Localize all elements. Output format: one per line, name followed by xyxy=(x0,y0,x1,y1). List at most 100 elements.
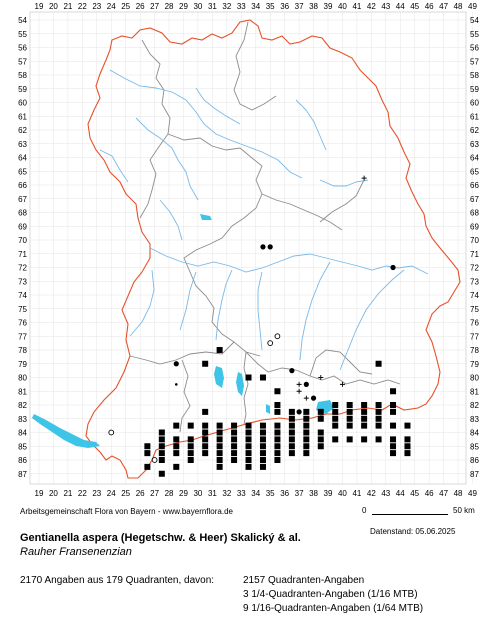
record-small-dot xyxy=(174,383,178,386)
record-square xyxy=(375,408,382,415)
x-axis-bottom: 19 20 21 22 23 24 25 26 27 28 29 30 31 32 33 34 35 36 37 38… xyxy=(35,489,478,498)
lake-ammersee xyxy=(214,366,224,388)
x-tick-label: 25 xyxy=(121,489,130,498)
record-square xyxy=(303,436,310,443)
record-square xyxy=(274,422,281,429)
y-tick-label: 74 xyxy=(18,291,27,300)
record-square xyxy=(274,436,281,443)
record-square xyxy=(173,463,180,470)
y-tick-label: 85 xyxy=(18,442,27,451)
record-square xyxy=(288,408,295,415)
record-square xyxy=(303,408,310,415)
record-square xyxy=(346,408,353,415)
record-plus xyxy=(303,395,309,401)
record-square xyxy=(404,436,411,443)
y-tick-label: 75 xyxy=(18,305,27,314)
map-border xyxy=(29,11,467,485)
y-tick-label: 68 xyxy=(470,209,479,218)
rivers xyxy=(99,69,429,371)
x-tick-label: 37 xyxy=(295,489,304,498)
record-square xyxy=(245,463,252,470)
species-common-name: Rauher Fransenenzian xyxy=(20,546,132,558)
record-square xyxy=(202,408,209,415)
x-tick-label: 27 xyxy=(150,2,159,11)
record-square xyxy=(245,436,252,443)
records-sixteenth-quadrant: 9 1/16-Quadranten-Angaben (1/64 MTB) xyxy=(243,603,424,614)
record-square xyxy=(332,436,339,443)
y-tick-label: 76 xyxy=(18,319,27,328)
y-tick-label: 75 xyxy=(470,305,479,314)
y-tick-label: 83 xyxy=(470,415,479,424)
record-square xyxy=(390,402,397,408)
record-square xyxy=(216,347,223,353)
x-tick-label: 41 xyxy=(352,2,361,11)
x-tick-label: 38 xyxy=(309,2,318,11)
x-tick-label: 29 xyxy=(179,2,188,11)
y-tick-label: 83 xyxy=(18,415,27,424)
y-tick-label: 62 xyxy=(470,126,479,135)
x-tick-label: 41 xyxy=(352,489,361,498)
record-square xyxy=(390,408,397,415)
record-square xyxy=(259,457,266,463)
record-square xyxy=(187,422,194,429)
record-square xyxy=(216,450,223,457)
y-tick-label: 69 xyxy=(470,222,479,231)
x-tick-label: 30 xyxy=(193,2,202,11)
record-square xyxy=(317,436,324,443)
record-square xyxy=(375,422,382,429)
y-tick-label: 54 xyxy=(470,16,479,25)
record-square xyxy=(274,443,281,450)
record-open-circle xyxy=(274,333,281,340)
x-tick-label: 42 xyxy=(367,489,376,498)
record-square xyxy=(288,422,295,429)
record-square xyxy=(245,450,252,457)
record-plus xyxy=(361,175,367,181)
record-square xyxy=(202,436,209,443)
record-square xyxy=(404,422,411,429)
record-square xyxy=(202,422,209,429)
record-square xyxy=(375,415,382,422)
x-tick-label: 21 xyxy=(63,489,72,498)
record-square xyxy=(216,429,223,436)
x-tick-label: 47 xyxy=(439,2,448,11)
record-square xyxy=(144,443,151,450)
record-square xyxy=(245,443,252,450)
y-tick-label: 63 xyxy=(18,140,27,149)
data-date: Datenstand: 05.06.2025 xyxy=(370,527,456,536)
record-square xyxy=(158,429,165,436)
x-tick-label: 47 xyxy=(439,489,448,498)
y-tick-label: 79 xyxy=(470,360,479,369)
x-tick-label: 43 xyxy=(381,2,390,11)
record-square xyxy=(346,402,353,408)
record-circle xyxy=(173,361,179,367)
record-square xyxy=(231,422,238,429)
y-tick-label: 61 xyxy=(470,112,479,121)
record-square xyxy=(288,436,295,443)
x-tick-label: 28 xyxy=(165,2,174,11)
record-square xyxy=(303,415,310,422)
record-square xyxy=(144,463,151,470)
record-square xyxy=(361,422,368,429)
record-square xyxy=(332,415,339,422)
record-square xyxy=(216,436,223,443)
record-square xyxy=(317,415,324,422)
y-tick-label: 69 xyxy=(18,222,27,231)
record-circle xyxy=(260,244,266,250)
record-square xyxy=(288,443,295,450)
record-square xyxy=(332,402,339,408)
y-tick-label: 58 xyxy=(18,71,27,80)
record-square xyxy=(303,450,310,457)
record-square xyxy=(187,436,194,443)
x-axis-top: 19 20 21 22 23 24 25 26 27 28 29 30 31 32 33 34 35 36 37 38… xyxy=(35,2,478,11)
record-square xyxy=(288,415,295,422)
record-square xyxy=(390,436,397,443)
scale-start-label: 0 xyxy=(362,506,367,515)
y-tick-label: 86 xyxy=(470,456,479,465)
record-square xyxy=(303,443,310,450)
y-tick-label: 59 xyxy=(18,85,27,94)
x-tick-label: 19 xyxy=(35,2,44,11)
x-tick-label: 45 xyxy=(410,489,419,498)
x-tick-label: 20 xyxy=(49,489,58,498)
record-square xyxy=(361,408,368,415)
state-border xyxy=(85,19,461,479)
